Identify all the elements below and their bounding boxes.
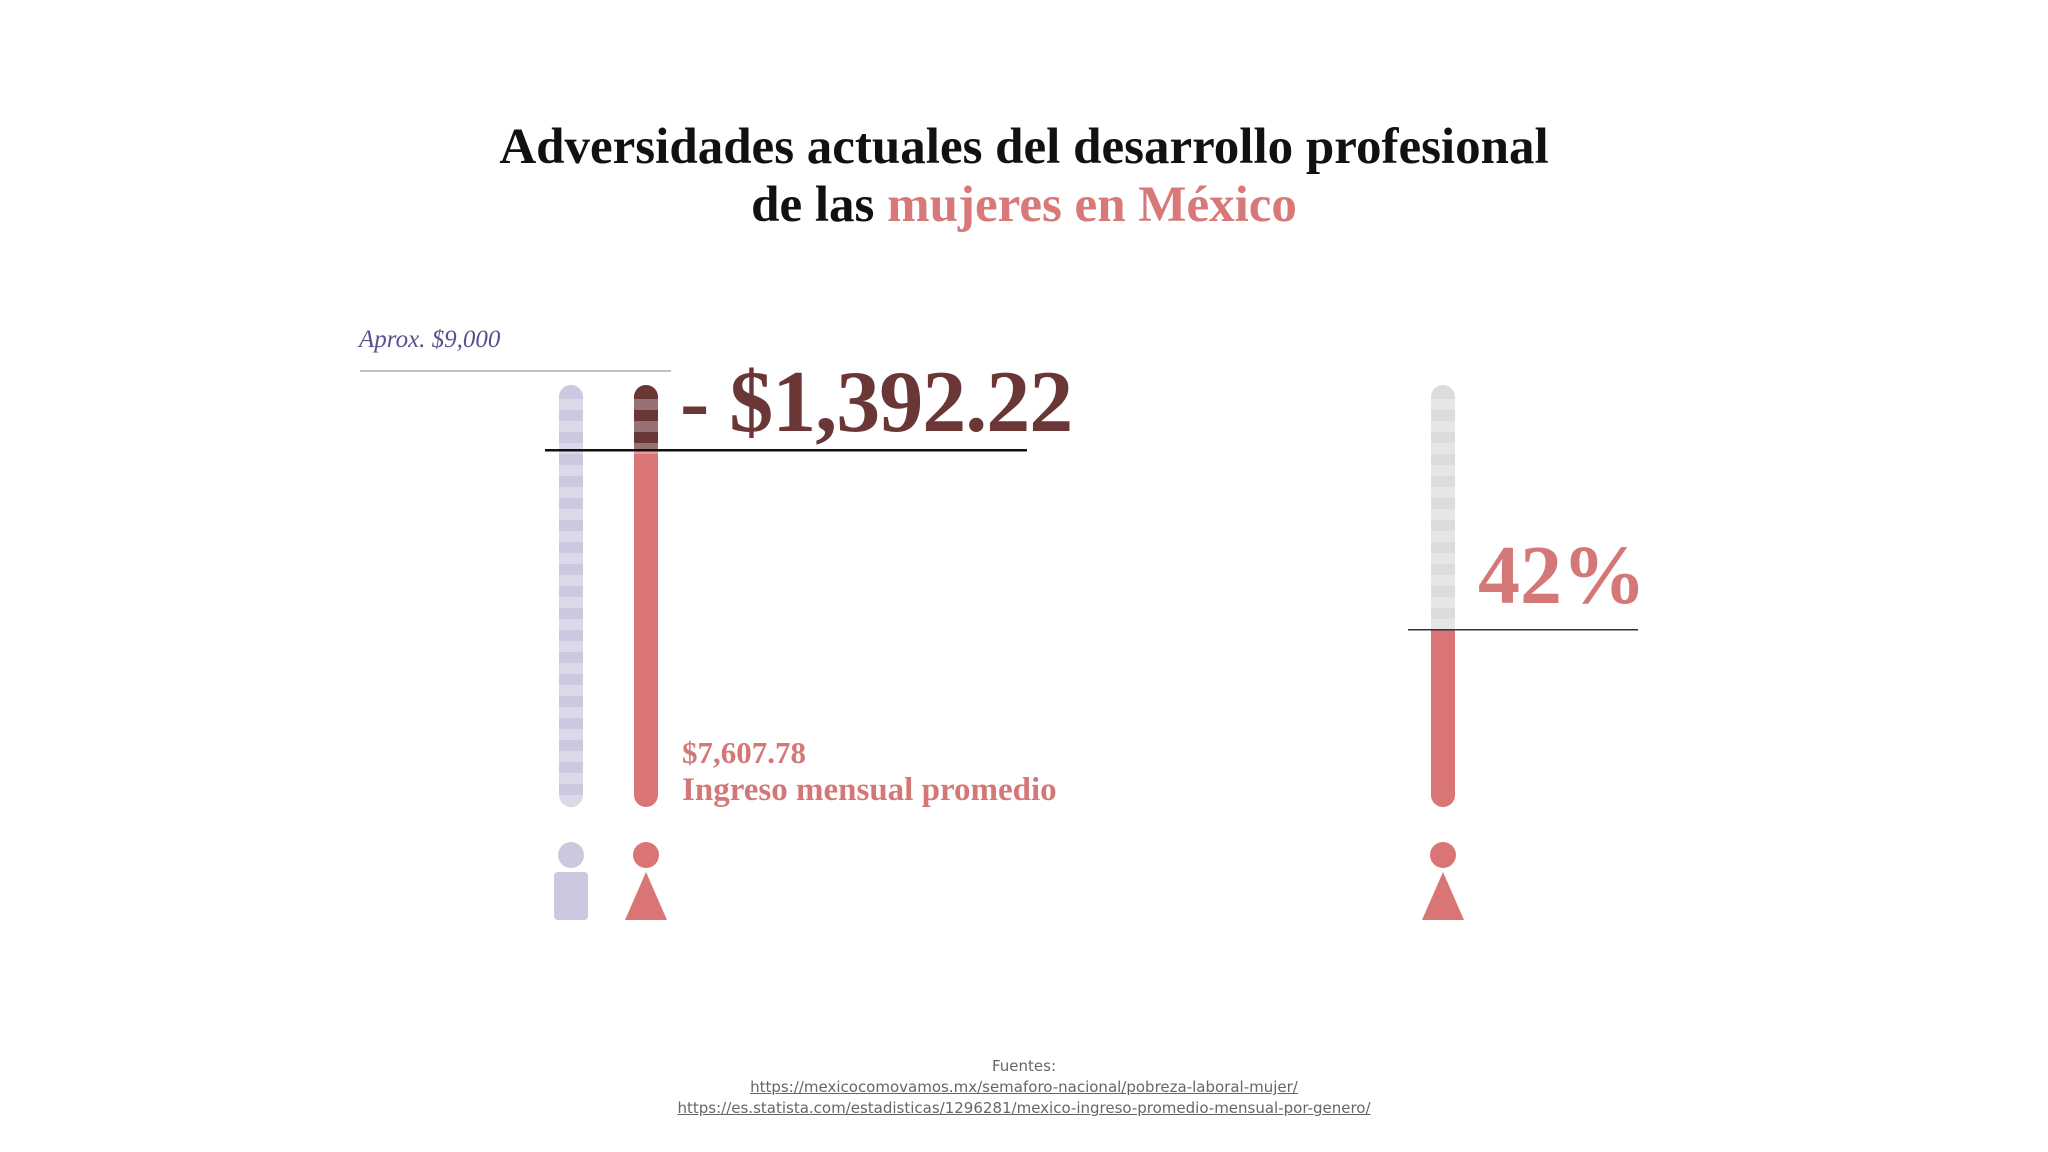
bar-stripe <box>634 443 658 454</box>
income-gap-segment <box>634 385 658 451</box>
bar-stripe <box>559 597 583 608</box>
bar-stripe <box>559 443 583 454</box>
bar-stripe <box>559 509 583 520</box>
gauge-stripe <box>1431 509 1455 520</box>
bar-stripe <box>559 795 583 806</box>
gauge-stripe <box>1431 421 1455 432</box>
sources-footer: Fuentes: https://mexicocomovamos.mx/sema… <box>0 1056 2048 1119</box>
female-income-bar <box>634 385 658 807</box>
title-line-1: Adversidades actuales del desarrollo pro… <box>499 119 1549 175</box>
bar-stripe <box>559 751 583 762</box>
bar-stripe <box>559 663 583 674</box>
bar-stripe <box>559 531 583 542</box>
title-line-2-prefix: de las <box>751 177 888 233</box>
bar-stripe <box>559 641 583 652</box>
gauge-stripe <box>1431 619 1455 630</box>
gauge-stripe <box>1431 399 1455 410</box>
female-income-value: $7,607.78 <box>682 735 806 770</box>
title-line-2: de las mujeres en México <box>0 176 2048 234</box>
bar-stripe <box>559 487 583 498</box>
male-person-icon-head <box>558 842 584 868</box>
female-income-caption: Ingreso mensual promedio <box>682 772 1057 808</box>
bar-stripe <box>559 465 583 476</box>
gauge-stripe <box>1431 597 1455 608</box>
gauge-stripe <box>1431 487 1455 498</box>
title-line-2-accent: mujeres en México <box>887 177 1297 233</box>
bar-stripe <box>559 421 583 432</box>
sources-label: Fuentes: <box>991 1057 1057 1075</box>
income-gap-label: - $1,392.22 <box>680 354 1073 451</box>
female-person-icon-body <box>1422 872 1464 920</box>
male-income-label: Aprox. $9,000 <box>359 326 501 353</box>
female-person-icon-body <box>625 872 667 920</box>
female-person-icon-head <box>633 842 659 868</box>
male-person-icon-body <box>554 872 588 920</box>
female-income-annotation: $7,607.78 Ingreso mensual promedio <box>682 735 1057 809</box>
source-link-1[interactable]: https://mexicocomovamos.mx/semaforo-naci… <box>750 1078 1298 1096</box>
gauge-stripe <box>1431 553 1455 564</box>
gauge-stripe <box>1431 575 1455 586</box>
gauge-stripe <box>1431 465 1455 476</box>
bar-stripe <box>559 553 583 564</box>
bar-stripe <box>634 421 658 432</box>
page-title: Adversidades actuales del desarrollo pro… <box>0 118 2048 234</box>
source-link-2[interactable]: https://es.statista.com/estadisticas/129… <box>677 1099 1371 1117</box>
bar-stripe <box>559 619 583 630</box>
bar-stripe <box>559 773 583 784</box>
male-income-bar <box>559 385 583 807</box>
percent-label: 42% <box>1478 529 1646 622</box>
bar-stripe <box>559 685 583 696</box>
gauge-stripe <box>1431 443 1455 454</box>
female-person-icon-head <box>1430 842 1456 868</box>
percent-gauge-fill <box>1431 629 1455 807</box>
bar-stripe <box>634 399 658 410</box>
bar-stripe <box>559 729 583 740</box>
bar-stripe <box>559 707 583 718</box>
gauge-stripe <box>1431 531 1455 542</box>
bar-stripe <box>559 399 583 410</box>
bar-stripe <box>559 575 583 586</box>
